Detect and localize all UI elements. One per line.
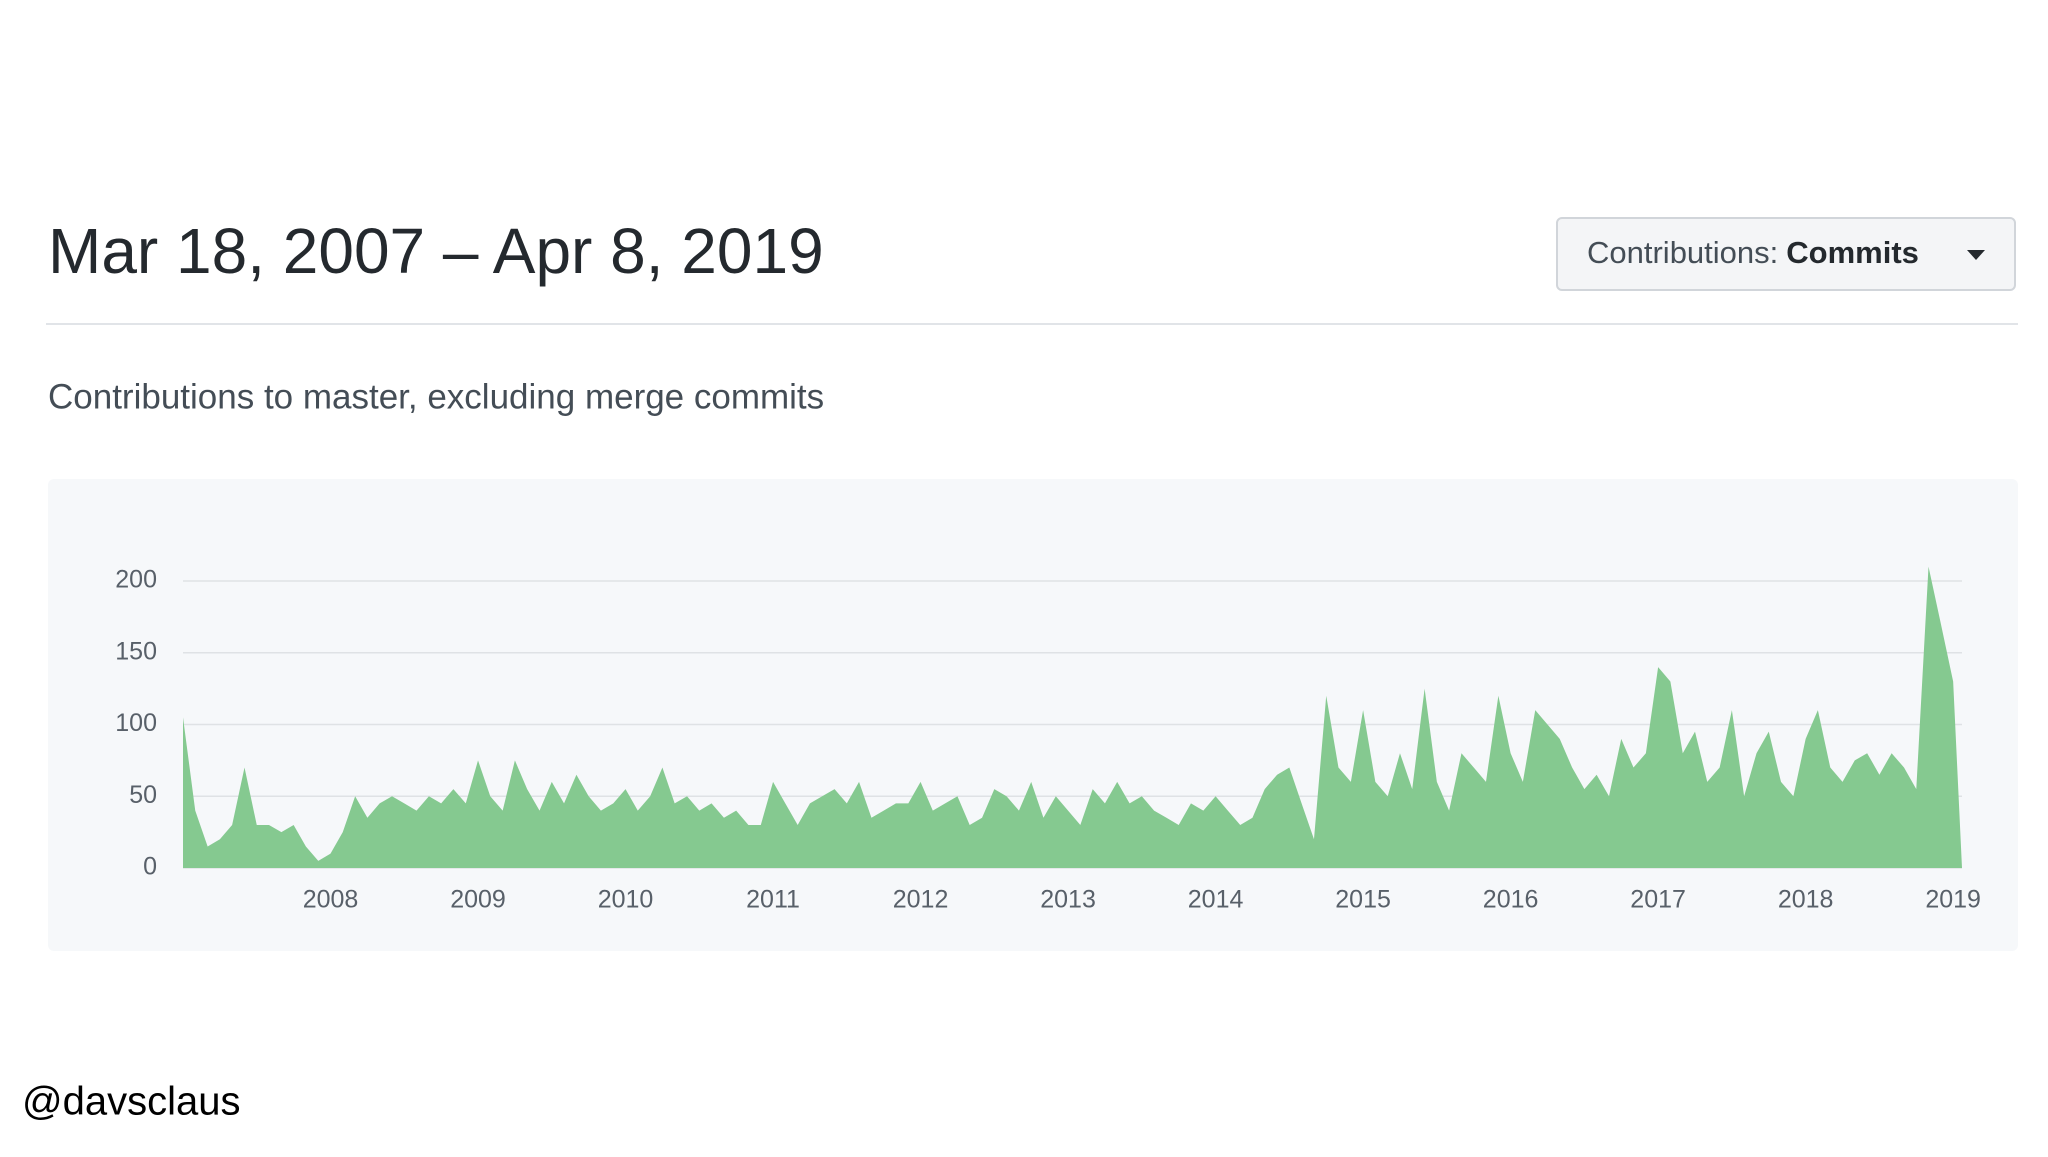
page-title: Mar 18, 2007 – Apr 8, 2019 (48, 215, 824, 287)
subtitle: Contributions to master, excluding merge… (48, 377, 824, 416)
dropdown-label-text: Contributions: (1587, 235, 1778, 270)
y-tick-label: 50 (129, 781, 157, 809)
y-tick-label: 200 (115, 566, 157, 594)
dropdown-label: Contributions: Commits (1587, 235, 1919, 270)
x-tick-label: 2010 (598, 886, 654, 914)
area (183, 566, 1962, 868)
x-tick-label: 2018 (1778, 886, 1834, 914)
x-tick-label: 2014 (1188, 886, 1244, 914)
x-tick-label: 2009 (450, 886, 506, 914)
author-handle: @davsclaus (22, 1080, 240, 1124)
chart-panel (48, 479, 2018, 951)
plot: 0 50 100 150 200 2008 2009 2010 2011 2012 2013 2014… (115, 566, 1981, 914)
x-tick-label: 2016 (1483, 886, 1539, 914)
x-tick-label: 2011 (746, 886, 800, 914)
x-tick-label: 2017 (1630, 886, 1686, 914)
contributions-dropdown[interactable]: Contributions: Commits (1556, 217, 2016, 291)
y-tick-label: 100 (115, 709, 157, 737)
x-tick-label: 2008 (303, 886, 359, 914)
dropdown-button[interactable] (1556, 217, 2016, 291)
dropdown-caret (1967, 250, 1985, 260)
x-tick-label: 2012 (893, 886, 949, 914)
x-tick-label: 2015 (1335, 886, 1391, 914)
y-tick-label: 0 (143, 853, 157, 881)
dropdown-value: Commits (1786, 235, 1919, 270)
x-tick-label: 2013 (1040, 886, 1096, 914)
x-tick-label: 2019 (1925, 886, 1981, 914)
y-tick-label: 150 (115, 637, 157, 665)
